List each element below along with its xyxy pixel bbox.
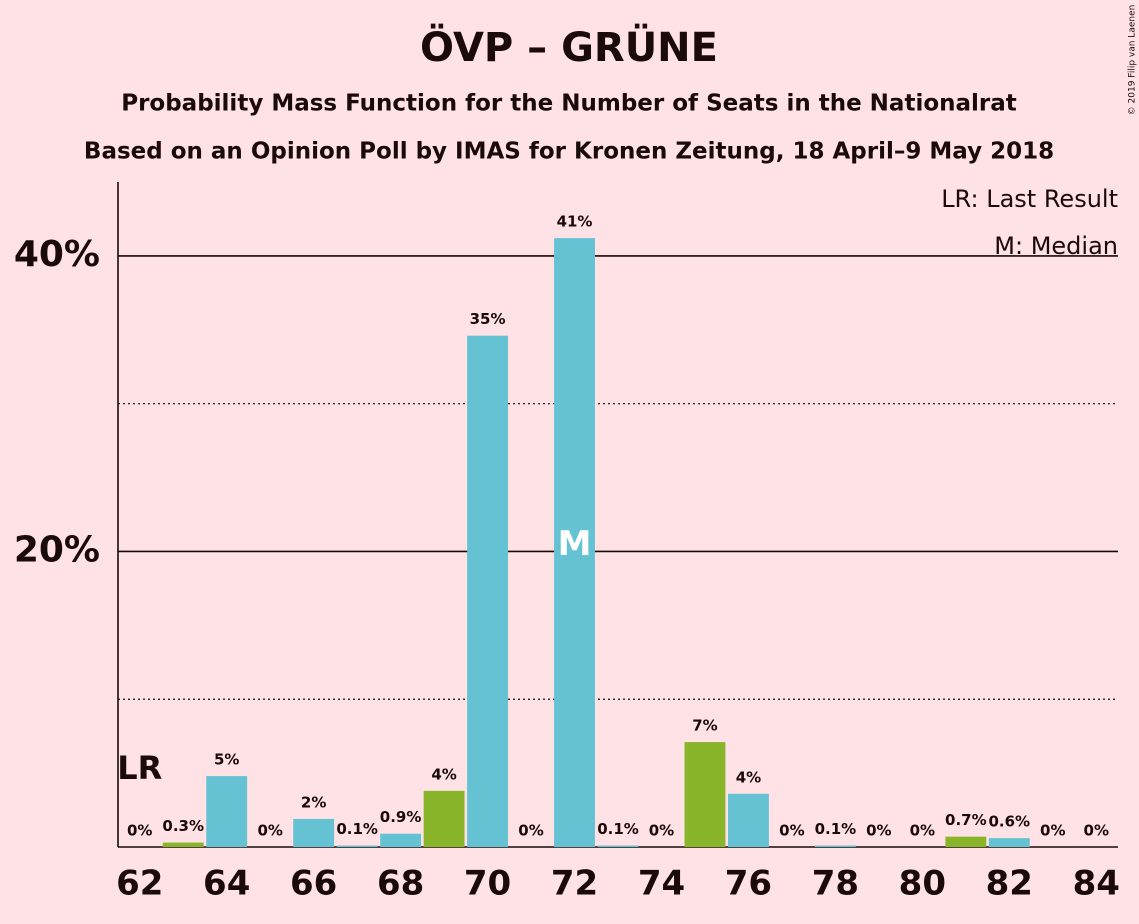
value-label: 0.1% xyxy=(597,820,639,838)
value-label: 0.6% xyxy=(988,813,1030,831)
x-tick-label: 80 xyxy=(899,864,946,904)
legend-entry: LR: Last Result xyxy=(941,185,1118,213)
value-label: 2% xyxy=(301,793,326,811)
value-label: 35% xyxy=(470,310,506,328)
bar xyxy=(380,833,422,847)
x-tick-label: 76 xyxy=(725,864,772,904)
value-label: 0.3% xyxy=(162,817,204,835)
bar xyxy=(684,742,726,847)
bar xyxy=(336,845,378,847)
value-label: 0% xyxy=(910,822,935,840)
chart-subtitle: Based on an Opinion Poll by IMAS for Kro… xyxy=(84,139,1054,165)
bar xyxy=(423,790,465,847)
x-tick-label: 74 xyxy=(638,864,685,904)
last-result-marker: LR xyxy=(117,749,162,787)
x-tick-label: 72 xyxy=(551,864,598,904)
bar xyxy=(162,842,204,847)
value-label: 0.1% xyxy=(815,820,857,838)
x-tick-label: 62 xyxy=(116,864,163,904)
value-label: 0% xyxy=(518,822,543,840)
value-label: 4% xyxy=(431,765,456,783)
x-tick-label: 84 xyxy=(1073,864,1120,904)
copyright: © 2019 Filip van Laenen xyxy=(1128,5,1138,116)
bar xyxy=(728,793,769,847)
bar xyxy=(293,818,335,847)
x-tick-label: 64 xyxy=(203,864,250,904)
value-label: 0.1% xyxy=(336,820,378,838)
x-tick-label: 68 xyxy=(377,864,424,904)
value-label: 0% xyxy=(649,822,674,840)
chart-subtitle: Probability Mass Function for the Number… xyxy=(121,91,1017,117)
value-label: 0% xyxy=(127,822,152,840)
x-tick-label: 78 xyxy=(812,864,859,904)
bar xyxy=(597,845,639,847)
value-label: 41% xyxy=(557,213,593,231)
bar xyxy=(945,836,987,847)
value-label: 0% xyxy=(779,822,804,840)
value-label: 0.7% xyxy=(945,811,987,829)
value-label: 5% xyxy=(214,751,239,769)
chart-title: ÖVP – GRÜNE xyxy=(420,23,718,71)
y-tick-label: 40% xyxy=(14,234,100,275)
bar xyxy=(988,838,1030,847)
x-tick-label: 70 xyxy=(464,864,511,904)
bar xyxy=(554,238,595,848)
bar xyxy=(814,845,856,847)
bar xyxy=(206,776,248,847)
value-label: 0% xyxy=(1040,822,1065,840)
value-label: 7% xyxy=(692,717,717,735)
y-tick-label: 20% xyxy=(14,529,100,570)
bar xyxy=(467,335,508,847)
x-tick-label: 82 xyxy=(986,864,1033,904)
x-tick-label: 66 xyxy=(290,864,337,904)
value-label: 0.9% xyxy=(380,808,422,826)
value-label: 0% xyxy=(866,822,891,840)
median-marker: M xyxy=(558,524,592,564)
value-label: 0% xyxy=(1084,822,1109,840)
value-label: 4% xyxy=(736,768,761,786)
value-label: 0% xyxy=(257,822,282,840)
